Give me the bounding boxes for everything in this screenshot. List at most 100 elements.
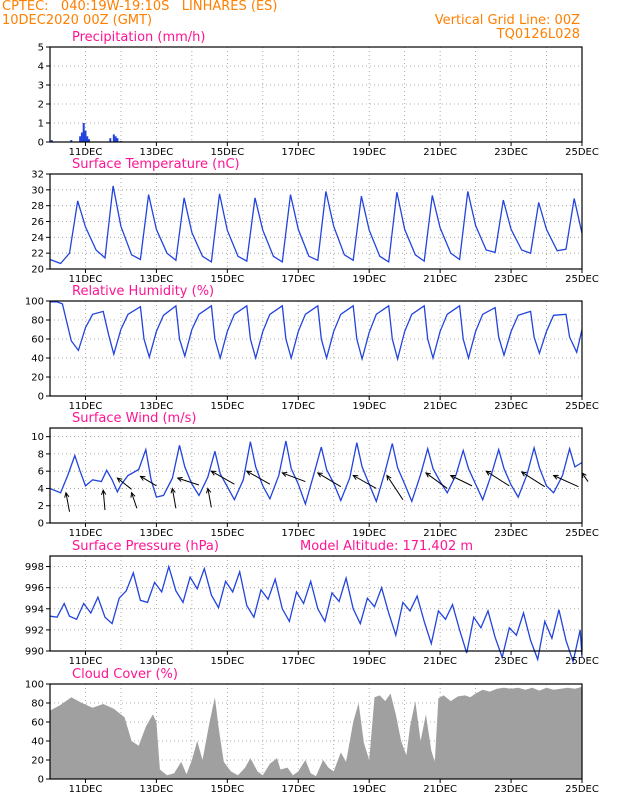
wind-arrow-head [316, 472, 323, 478]
header-right-line1: Vertical Grid Line: 00Z [434, 13, 580, 28]
series-line [49, 564, 583, 665]
panel-frame [49, 300, 583, 397]
y-tick-label: 10 [31, 432, 44, 443]
wind-arrow [485, 470, 510, 487]
x-tick-label: 11DEC [69, 784, 103, 795]
wind-arrow [100, 489, 107, 511]
wind-arrow-head [281, 471, 288, 477]
x-tick-label: 11DEC [69, 528, 103, 539]
x-tick-label: 19DEC [352, 656, 386, 667]
wind-arrow [210, 470, 235, 485]
header-left-line2: 10DEC2020 00Z (GMT) [2, 13, 153, 28]
wind-arrow-shaft [65, 492, 70, 512]
wind-arrow-shaft [102, 490, 106, 511]
wind-arrow [449, 474, 473, 487]
panel-4: 990 992 994 996 998 11DEC 13DEC 15DEC 17DEC 19DEC… [25, 539, 599, 667]
panel-title: Cloud Cover (%) [72, 667, 178, 682]
wind-arrow [245, 470, 271, 485]
x-tick-label: 17DEC [281, 274, 315, 285]
y-tick-label: 6 [38, 467, 44, 478]
precip-bar [114, 136, 117, 142]
wind-arrow-shaft [131, 492, 138, 509]
y-tick-label: 994 [25, 604, 44, 615]
wind-arrow-shaft [317, 472, 342, 488]
y-tick-label: 100 [25, 297, 44, 308]
y-tick-label: 1 [38, 119, 44, 130]
panel-2: 0 20 40 60 80 100 11DEC 13DEC 15DEC 17DEC 19DEC 21D… [25, 284, 599, 412]
x-tick-label: 13DEC [140, 274, 174, 285]
x-tick-label: 25DEC [565, 528, 599, 539]
wind-arrow-shaft [450, 475, 473, 487]
y-tick-label: 60 [31, 335, 44, 346]
wind-arrow [352, 474, 377, 489]
y-tick-label: 80 [31, 316, 44, 327]
y-tick-label: 8 [38, 449, 44, 460]
x-tick-label: 25DEC [565, 147, 599, 158]
x-tick-label: 11DEC [69, 656, 103, 667]
wind-arrow-shaft [117, 477, 132, 490]
precip-bar [116, 138, 119, 142]
wind-arrow [552, 474, 579, 488]
x-tick-label: 17DEC [281, 784, 315, 795]
y-tick-label: 20 [31, 756, 44, 767]
wind-arrow-shaft [352, 475, 377, 489]
precip-bar [88, 139, 91, 142]
x-tick-label: 13DEC [140, 528, 174, 539]
x-tick-label: 25DEC [565, 656, 599, 667]
y-tick-label: 100 [25, 680, 44, 691]
panel-frame [49, 46, 583, 143]
y-tick-label: 4 [38, 62, 44, 73]
x-tick-label: 21DEC [423, 784, 457, 795]
wind-arrow [206, 487, 212, 508]
x-tick-label: 21DEC [423, 274, 457, 285]
y-tick-label: 30 [31, 185, 44, 196]
x-tick-label: 17DEC [281, 147, 315, 158]
x-tick-label: 25DEC [565, 274, 599, 285]
wind-arrow [64, 491, 70, 512]
y-tick-label: 5 [38, 43, 44, 54]
wind-arrow [116, 477, 132, 490]
wind-arrow-shaft [485, 470, 510, 487]
x-tick-label: 23DEC [494, 528, 528, 539]
y-tick-label: 998 [25, 562, 44, 573]
y-tick-label: 20 [31, 373, 44, 384]
wind-arrow [281, 471, 306, 483]
x-tick-label: 21DEC [423, 147, 457, 158]
header-right-line2: TQ0126L028 [496, 27, 580, 42]
wind-arrow [170, 487, 177, 509]
series-line [49, 440, 583, 507]
panel-frame [49, 173, 583, 270]
y-tick-label: 2 [38, 501, 44, 512]
x-tick-label: 11DEC [69, 274, 103, 285]
precip-bar [70, 140, 73, 142]
wind-arrow-shaft [171, 488, 177, 509]
y-tick-label: 24 [31, 233, 44, 244]
y-tick-label: 990 [25, 647, 44, 658]
wind-arrow-shaft [581, 472, 589, 482]
wind-arrow-head [210, 470, 217, 476]
x-tick-label: 13DEC [140, 401, 174, 412]
y-tick-label: 0 [38, 775, 44, 786]
panel-title: Surface Wind (m/s) [72, 411, 196, 426]
panel-3: 0 2 4 6 8 10 11DEC 13DEC 15DEC 17DEC 19DEC 21DEC 23D… [31, 411, 599, 539]
wind-arrow-head [425, 472, 431, 478]
wind-arrow [425, 472, 448, 489]
panel-1: 20 22 24 26 28 30 32 11DEC 13DEC 15DEC 17DEC 19DEC 2… [31, 157, 599, 285]
wind-arrow [520, 471, 546, 488]
precip-bar [80, 132, 83, 142]
panel-title: Precipitation (mm/h) [72, 30, 205, 45]
cloud-cover-area [50, 686, 582, 779]
x-tick-label: 15DEC [210, 784, 244, 795]
x-tick-label: 11DEC [69, 401, 103, 412]
y-tick-label: 20 [31, 265, 44, 276]
wind-arrow-head [520, 471, 527, 477]
x-tick-label: 13DEC [140, 147, 174, 158]
x-tick-label: 15DEC [210, 528, 244, 539]
wind-arrow-shaft [246, 470, 271, 485]
x-tick-label: 19DEC [352, 784, 386, 795]
y-tick-label: 32 [31, 170, 44, 181]
x-tick-label: 13DEC [140, 656, 174, 667]
panel-frame [49, 555, 583, 652]
wind-arrow [386, 474, 404, 500]
wind-arrow-shaft [425, 472, 448, 489]
